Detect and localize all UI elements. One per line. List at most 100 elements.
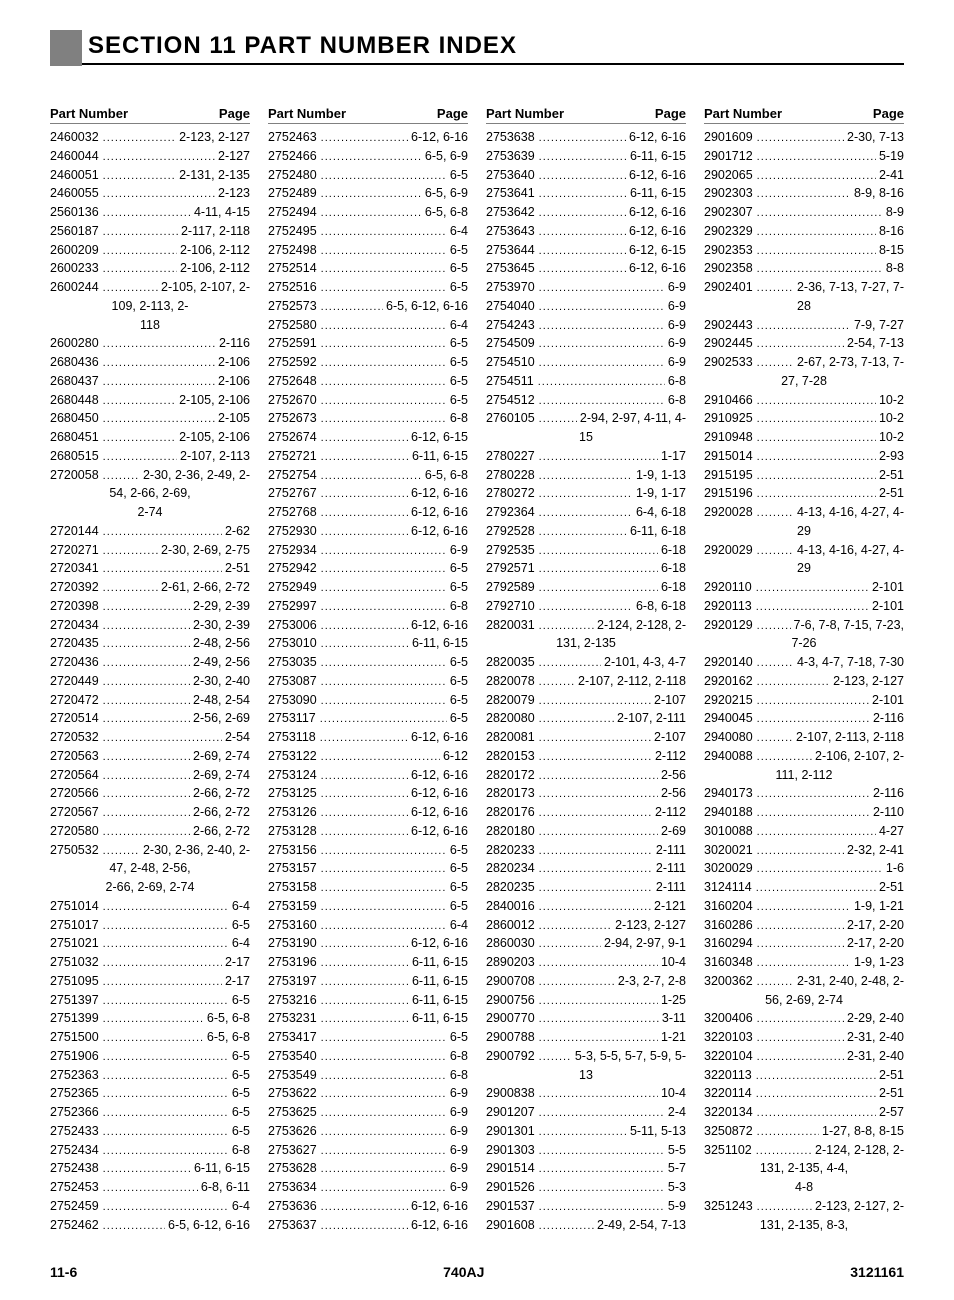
index-entry: 24600322-123, 2-127 bbox=[50, 128, 250, 147]
page-ref: 6-9 bbox=[665, 353, 686, 372]
part-number: 2720144 bbox=[50, 522, 103, 541]
page-ref: 5-11, 5-13 bbox=[627, 1122, 686, 1141]
index-entry: 27527216-11, 6-15 bbox=[268, 447, 468, 466]
page-ref: 2-105, 2-106 bbox=[176, 428, 250, 447]
index-entry: 29201102-101 bbox=[704, 578, 904, 597]
leader-dots bbox=[103, 841, 140, 860]
part-number: 2751017 bbox=[50, 916, 103, 935]
page-ref: 6-18 bbox=[658, 559, 686, 578]
part-number: 2720472 bbox=[50, 691, 103, 710]
part-number: 2754510 bbox=[486, 353, 539, 372]
index-entry-continuation: 131, 2-135, 8-3, bbox=[704, 1216, 904, 1235]
leader-dots bbox=[103, 953, 222, 972]
part-number: 2753641 bbox=[486, 184, 539, 203]
page-ref: 6-11, 6-15 bbox=[409, 1009, 468, 1028]
column-header-part-number: Part Number bbox=[704, 106, 782, 121]
index-entry: 27524346-8 bbox=[50, 1141, 250, 1160]
page-ref: 2-31, 2-40 bbox=[844, 1028, 904, 1047]
index-entry: 24600442-127 bbox=[50, 147, 250, 166]
page-ref: 2-105, 2-106 bbox=[176, 391, 250, 410]
index-entry: 27536266-9 bbox=[268, 1122, 468, 1141]
page-ref: 6-4 bbox=[447, 916, 468, 935]
index-entry: 27536366-12, 6-16 bbox=[268, 1197, 468, 1216]
part-number: 2902401 bbox=[704, 278, 757, 297]
page-ref: 6-4, 6-18 bbox=[633, 503, 686, 522]
part-number: 3160348 bbox=[704, 953, 757, 972]
part-number: 2752363 bbox=[50, 1066, 103, 1085]
index-entry-continuation: 131, 2-135 bbox=[486, 634, 686, 653]
index-entry: 27524986-5 bbox=[268, 241, 468, 260]
part-number: 2901609 bbox=[704, 128, 757, 147]
index-entry: 2720398 2-29, 2-39 bbox=[50, 597, 250, 616]
index-entry: 27529496-5 bbox=[268, 578, 468, 597]
leader-dots bbox=[321, 672, 447, 691]
page-ref: 6-5 bbox=[447, 278, 468, 297]
index-column: Part NumberPage27524636-12, 6-1627524666… bbox=[268, 106, 468, 1234]
leader-dots bbox=[539, 728, 651, 747]
index-entry: 2753641 6-11, 6-15 bbox=[486, 184, 686, 203]
leader-dots bbox=[757, 1197, 812, 1216]
index-entry: 29400452-116 bbox=[704, 709, 904, 728]
part-number: 3220104 bbox=[704, 1047, 757, 1066]
page-ref: 1-9, 1-23 bbox=[851, 953, 904, 972]
index-entry: 27524386-11, 6-15 bbox=[50, 1159, 250, 1178]
page-ref: 6-9 bbox=[447, 1103, 468, 1122]
leader-dots bbox=[757, 409, 876, 428]
leader-dots bbox=[539, 747, 652, 766]
part-number: 2680451 bbox=[50, 428, 103, 447]
part-number: 2753216 bbox=[268, 991, 321, 1010]
leader-dots bbox=[539, 672, 575, 691]
index-entry: 28201802-69 bbox=[486, 822, 686, 841]
page-ref: 2-69, 2-74 bbox=[190, 766, 250, 785]
leader-dots bbox=[539, 541, 658, 560]
index-entry: 27530066-12, 6-16 bbox=[268, 616, 468, 635]
index-entry: 29200294-13, 4-16, 4-27, 4- bbox=[704, 541, 904, 560]
page-ref: 6-12, 6-16 bbox=[626, 166, 686, 185]
index-entry: 27927106-8, 6-18 bbox=[486, 597, 686, 616]
part-number: 2460051 bbox=[50, 166, 103, 185]
index-entry: 27530106-11, 6-15 bbox=[268, 634, 468, 653]
leader-dots bbox=[539, 297, 665, 316]
part-number: 3160294 bbox=[704, 934, 757, 953]
part-number: 3160286 bbox=[704, 916, 757, 935]
page-ref: 2-29, 2-39 bbox=[190, 597, 250, 616]
leader-dots bbox=[103, 559, 222, 578]
leader-dots bbox=[756, 1084, 876, 1103]
part-number: 2902358 bbox=[704, 259, 757, 278]
index-entry: 24600552-123 bbox=[50, 184, 250, 203]
index-entry-continuation: 131, 2-135, 4-4, bbox=[704, 1159, 904, 1178]
index-entry: 27524666-5, 6-9 bbox=[268, 147, 468, 166]
index-entry: 29012072-4 bbox=[486, 1103, 686, 1122]
page-ref: 6-11, 6-15 bbox=[627, 184, 686, 203]
index-entry: 32003622-31, 2-40, 2-48, 2- bbox=[704, 972, 904, 991]
leader-dots bbox=[539, 1197, 665, 1216]
page-ref: 6-11, 6-15 bbox=[191, 1159, 250, 1178]
leader-dots bbox=[539, 784, 658, 803]
index-entry: 29007703-11 bbox=[486, 1009, 686, 1028]
leader-dots bbox=[539, 709, 614, 728]
part-number: 2920162 bbox=[704, 672, 757, 691]
leader-dots bbox=[321, 278, 447, 297]
part-number: 2915196 bbox=[704, 484, 757, 503]
index-entry: 27531586-5 bbox=[268, 878, 468, 897]
part-number: 2920028 bbox=[704, 503, 757, 522]
part-number: 2680515 bbox=[50, 447, 103, 466]
leader-dots bbox=[103, 1178, 198, 1197]
index-entry: 27524596-4 bbox=[50, 1197, 250, 1216]
leader-dots bbox=[539, 972, 615, 991]
leader-dots bbox=[757, 1009, 844, 1028]
page-ref: 6-5 bbox=[447, 1028, 468, 1047]
leader-dots bbox=[539, 578, 658, 597]
part-number: 2751014 bbox=[50, 897, 103, 916]
leader-dots bbox=[539, 391, 665, 410]
part-number: 2720398 bbox=[50, 597, 103, 616]
part-number: 2560187 bbox=[50, 222, 103, 241]
leader-dots bbox=[321, 353, 447, 372]
index-entry: 29023298-16 bbox=[704, 222, 904, 241]
leader-dots bbox=[757, 822, 876, 841]
index-entry: 29016092-30, 7-13 bbox=[704, 128, 904, 147]
leader-dots bbox=[103, 222, 178, 241]
page-ref: 1-27, 8-8, 8-15 bbox=[819, 1122, 904, 1141]
leader-dots bbox=[103, 147, 215, 166]
leader-dots bbox=[321, 953, 409, 972]
